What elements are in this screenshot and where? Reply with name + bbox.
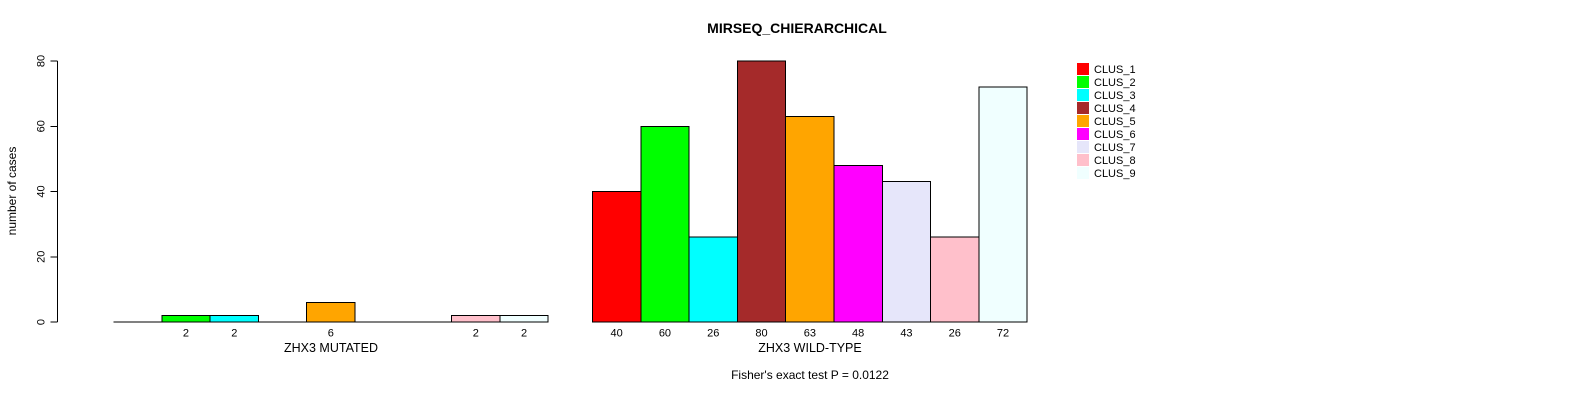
- legend-label: CLUS_9: [1094, 168, 1136, 180]
- bar-clus_9: [978, 86, 1028, 323]
- legend-swatch-clus_3: [1077, 89, 1089, 101]
- bar-clus_7: [881, 181, 932, 323]
- legend-swatch-clus_5: [1077, 115, 1089, 127]
- bar-groups: 2 2 6 2 2 40 60 26 80 63 48 43 26 72: [113, 60, 1028, 340]
- bar-value-label: 2: [183, 328, 189, 340]
- legend: CLUS_1CLUS_2CLUS_3CLUS_4CLUS_5CLUS_6CLUS…: [1077, 63, 1136, 180]
- legend-swatch-clus_8: [1077, 154, 1089, 166]
- legend-swatch-clus_4: [1077, 102, 1089, 114]
- bar-value-label: 80: [755, 328, 767, 340]
- y-axis-label: number of cases: [5, 147, 19, 236]
- x-axis-label-wildtype: ZHX3 WILD-TYPE: [758, 341, 862, 355]
- bar-group-1: 40 60 26 80 63 48 43 26 72: [592, 60, 1028, 340]
- legend-label: CLUS_3: [1094, 90, 1136, 102]
- y-axis: 0 20 40 60 80: [36, 55, 58, 325]
- x-axis-label-mutated: ZHX3 MUTATED: [284, 341, 378, 355]
- legend-label: CLUS_8: [1094, 155, 1136, 167]
- bar-value-label: 26: [949, 328, 961, 340]
- bar-value-label: 2: [231, 328, 237, 340]
- legend-swatch-clus_1: [1077, 63, 1089, 75]
- legend-label: CLUS_4: [1094, 103, 1136, 115]
- bar-clus_3: [209, 314, 259, 323]
- legend-label: CLUS_7: [1094, 142, 1136, 154]
- y-tick-label: 40: [36, 185, 48, 197]
- legend-label: CLUS_6: [1094, 129, 1136, 141]
- y-tick-label: 80: [36, 55, 48, 67]
- legend-swatch-clus_2: [1077, 76, 1089, 88]
- fisher-test-note: Fisher's exact test P = 0.0122: [731, 368, 889, 382]
- bar-value-label: 72: [997, 328, 1009, 340]
- bar-value-label: 63: [804, 328, 816, 340]
- bar-clus_5: [785, 115, 835, 323]
- bar-clus_3: [688, 236, 738, 323]
- legend-label: CLUS_5: [1094, 116, 1136, 128]
- legend-swatch-clus_9: [1077, 167, 1089, 179]
- bar-clus_8: [451, 314, 501, 323]
- bar-clus_9: [499, 314, 549, 323]
- legend-label: CLUS_1: [1094, 64, 1136, 76]
- bar-group-0: 2 2 6 2 2: [113, 301, 549, 340]
- legend-swatch-clus_6: [1077, 128, 1089, 140]
- legend-swatch-clus_7: [1077, 141, 1089, 153]
- bar-value-label: 43: [900, 328, 912, 340]
- bar-value-label: 60: [659, 328, 671, 340]
- y-tick-label: 60: [36, 120, 48, 132]
- bar-value-label: 2: [521, 328, 527, 340]
- bar-value-label: 2: [473, 328, 479, 340]
- bar-value-label: 6: [328, 328, 334, 340]
- bar-clus_8: [930, 236, 980, 323]
- legend-label: CLUS_2: [1094, 77, 1136, 89]
- chart-title: MIRSEQ_CHIERARCHICAL: [707, 20, 887, 36]
- y-tick-label: 0: [36, 319, 48, 325]
- bar-clus_1: [592, 191, 642, 323]
- bar-clus_2: [161, 314, 211, 323]
- bar-clus_4: [736, 60, 787, 323]
- bar-clus_2: [640, 125, 690, 323]
- bar-clus_5: [306, 301, 356, 323]
- bar-value-label: 40: [611, 328, 623, 340]
- y-tick-label: 20: [36, 251, 48, 263]
- bar-value-label: 26: [707, 328, 719, 340]
- bar-clus_6: [833, 164, 883, 323]
- bar-value-label: 48: [852, 328, 864, 340]
